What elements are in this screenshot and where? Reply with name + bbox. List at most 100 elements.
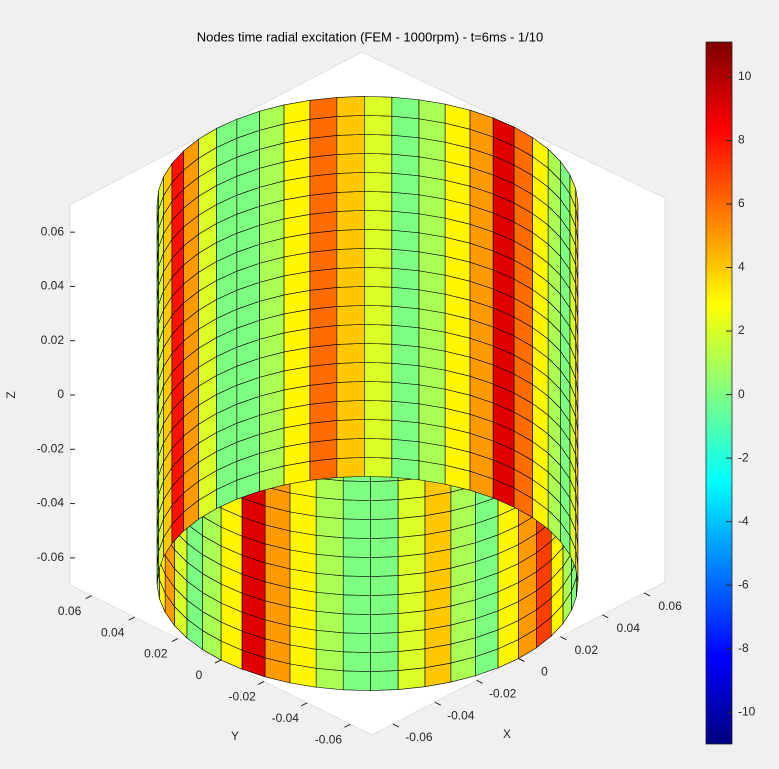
surface-patch: [336, 229, 365, 250]
surface-patch: [315, 667, 344, 691]
surface-patch: [336, 457, 365, 478]
surface-patch: [364, 191, 393, 212]
surface-patch: [342, 575, 371, 596]
surface-patch: [364, 343, 393, 364]
z-axis-label: Z: [4, 391, 18, 398]
surface-patch: [309, 363, 338, 386]
surface-patch: [391, 210, 420, 234]
surface-patch: [336, 324, 365, 345]
x-tick: [601, 614, 609, 619]
z-tick-label: 0.06: [41, 224, 65, 238]
surface-patch: [336, 153, 365, 174]
z-tick-label: 0.04: [41, 279, 65, 293]
surface-patch: [397, 553, 426, 576]
colorbar-tick-label: 6: [738, 196, 745, 210]
surface-patch: [309, 192, 338, 215]
surface-patch: [364, 438, 393, 459]
surface-patch: [364, 153, 393, 174]
surface-patch: [397, 629, 426, 652]
x-tick-label: 0.02: [575, 643, 599, 657]
surface-patch: [391, 438, 420, 462]
surface-patch: [342, 632, 371, 653]
colorbar-tick-label: -10: [738, 704, 756, 718]
surface-patch: [309, 287, 338, 310]
x-tick: [560, 636, 567, 641]
surface-patch: [309, 401, 338, 424]
x-tick-label: 0.06: [658, 599, 682, 613]
surface-patch: [315, 496, 344, 520]
surface-patch: [364, 172, 393, 193]
x-tick: [434, 701, 442, 706]
surface-patch: [364, 305, 393, 326]
surface-patch: [336, 305, 365, 326]
surface-patch: [370, 556, 399, 577]
colorbar-tick-label: 10: [738, 69, 752, 83]
surface-patch: [391, 229, 420, 253]
surface-patch: [391, 153, 420, 177]
surface-patch: [342, 670, 371, 691]
x-tick: [476, 679, 483, 684]
surface-patch: [370, 499, 399, 520]
surface-patch: [364, 286, 393, 307]
surface-patch: [309, 230, 338, 253]
surface-patch: [315, 534, 344, 558]
surface-patch: [370, 518, 399, 539]
surface-patch: [309, 135, 338, 158]
z-tick-label: -0.06: [37, 550, 65, 564]
surface-patch: [370, 480, 399, 501]
z-tick-label: -0.02: [37, 441, 65, 455]
surface-patch: [364, 362, 393, 383]
surface-patch: [364, 381, 393, 402]
y-tick: [214, 659, 222, 664]
surface-patch: [364, 134, 393, 155]
surface-patch: [370, 537, 399, 558]
surface-patch: [309, 344, 338, 367]
surface-patch: [315, 648, 344, 672]
surface-patch: [391, 305, 420, 329]
colorbar-tick-label: -8: [738, 641, 749, 655]
surface-patch: [397, 667, 426, 690]
y-tick: [85, 595, 92, 600]
surface-patch: [364, 400, 393, 421]
surface-patch: [364, 229, 393, 250]
surface-patch: [397, 477, 426, 500]
y-axis-label: Y: [231, 729, 239, 743]
surface-patch: [309, 382, 338, 405]
surface-patch: [336, 248, 365, 269]
surface-patch: [336, 134, 365, 155]
surface-patch: [309, 211, 338, 234]
surface-patch: [397, 515, 426, 538]
y-tick-label: -0.04: [272, 711, 300, 725]
surface-patch: [315, 610, 344, 634]
surface-patch: [364, 96, 393, 117]
x-tick-label: -0.02: [489, 687, 517, 701]
x-tick: [392, 723, 400, 728]
surface-patch: [397, 648, 426, 671]
surface-patch: [309, 268, 338, 291]
surface-patch: [342, 518, 371, 539]
surface-patch: [342, 556, 371, 577]
surface-patch: [391, 343, 420, 367]
z-tick-label: -0.04: [37, 496, 65, 510]
surface-patch: [336, 381, 365, 402]
surface-patch: [336, 267, 365, 288]
surface-patch: [391, 324, 420, 348]
surface-patch: [391, 400, 420, 424]
surface-patch: [336, 191, 365, 212]
y-tick: [128, 616, 135, 621]
surface-patch: [397, 496, 426, 519]
surface-patch: [342, 499, 371, 520]
surface-patch: [315, 477, 344, 501]
surface-patch: [370, 632, 399, 653]
x-tick: [643, 592, 651, 597]
surface-patch: [336, 438, 365, 459]
surface-patch: [342, 651, 371, 672]
colorbar: [705, 41, 733, 745]
surface-patch: [336, 362, 365, 383]
surface-patch: [309, 116, 338, 139]
surface-patch: [370, 594, 399, 615]
surface-patch: [309, 249, 338, 272]
surface-patch: [336, 419, 365, 440]
x-tick: [518, 658, 525, 662]
